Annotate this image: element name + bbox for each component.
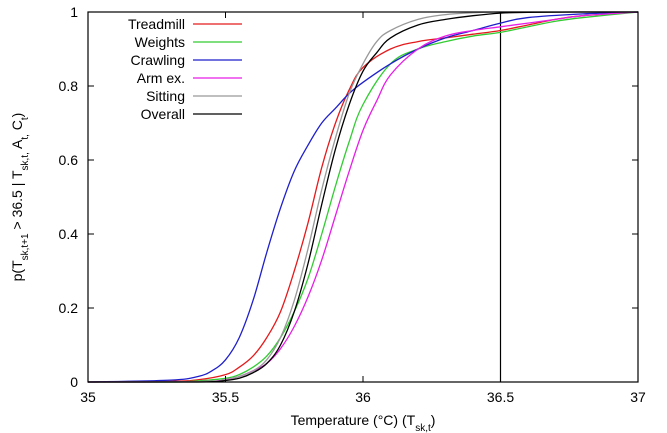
legend: Treadmill Weights Crawling Arm ex. Sitting Ov… xyxy=(128,16,242,122)
x-tick-label: 35 xyxy=(80,389,96,405)
x-tick-label: 36.5 xyxy=(487,389,514,405)
y-tick-label: 1 xyxy=(70,4,78,20)
y-axis-label: p(Tsk,t+1 > 36.5 | Tsk,t, At, Ct) xyxy=(9,113,31,282)
y-tick-label: 0.8 xyxy=(59,78,79,94)
y-tick-label: 0.2 xyxy=(59,300,79,316)
legend-label-treadmill: Treadmill xyxy=(128,16,185,32)
series-line-overall xyxy=(88,11,638,383)
y-tick-label: 0.4 xyxy=(59,226,79,242)
series-line-weights xyxy=(88,11,639,383)
x-tick-label: 35.5 xyxy=(212,389,239,405)
axis-ticks: 35 35.5 36 36.5 37 0 0.2 0.4 0.6 0.8 1 xyxy=(59,4,646,405)
legend-label-sitting: Sitting xyxy=(146,88,185,104)
x-tick-label: 36 xyxy=(355,389,371,405)
x-tick-label: 37 xyxy=(630,389,646,405)
legend-label-crawling: Crawling xyxy=(131,52,185,68)
plot-area xyxy=(87,11,639,383)
axis-labels: Temperature (°C) (Tsk,t) p(Tsk,t+1 > 36.… xyxy=(9,113,435,433)
legend-label-arm-ex: Arm ex. xyxy=(137,70,185,86)
series-line-crawling xyxy=(87,11,639,383)
y-tick-label: 0 xyxy=(70,374,78,390)
legend-label-weights: Weights xyxy=(135,34,185,50)
x-axis-label: Temperature (°C) (Tsk,t) xyxy=(291,412,436,433)
y-tick-label: 0.6 xyxy=(59,152,79,168)
series-line-treadmill xyxy=(87,11,639,383)
legend-label-overall: Overall xyxy=(141,106,185,122)
